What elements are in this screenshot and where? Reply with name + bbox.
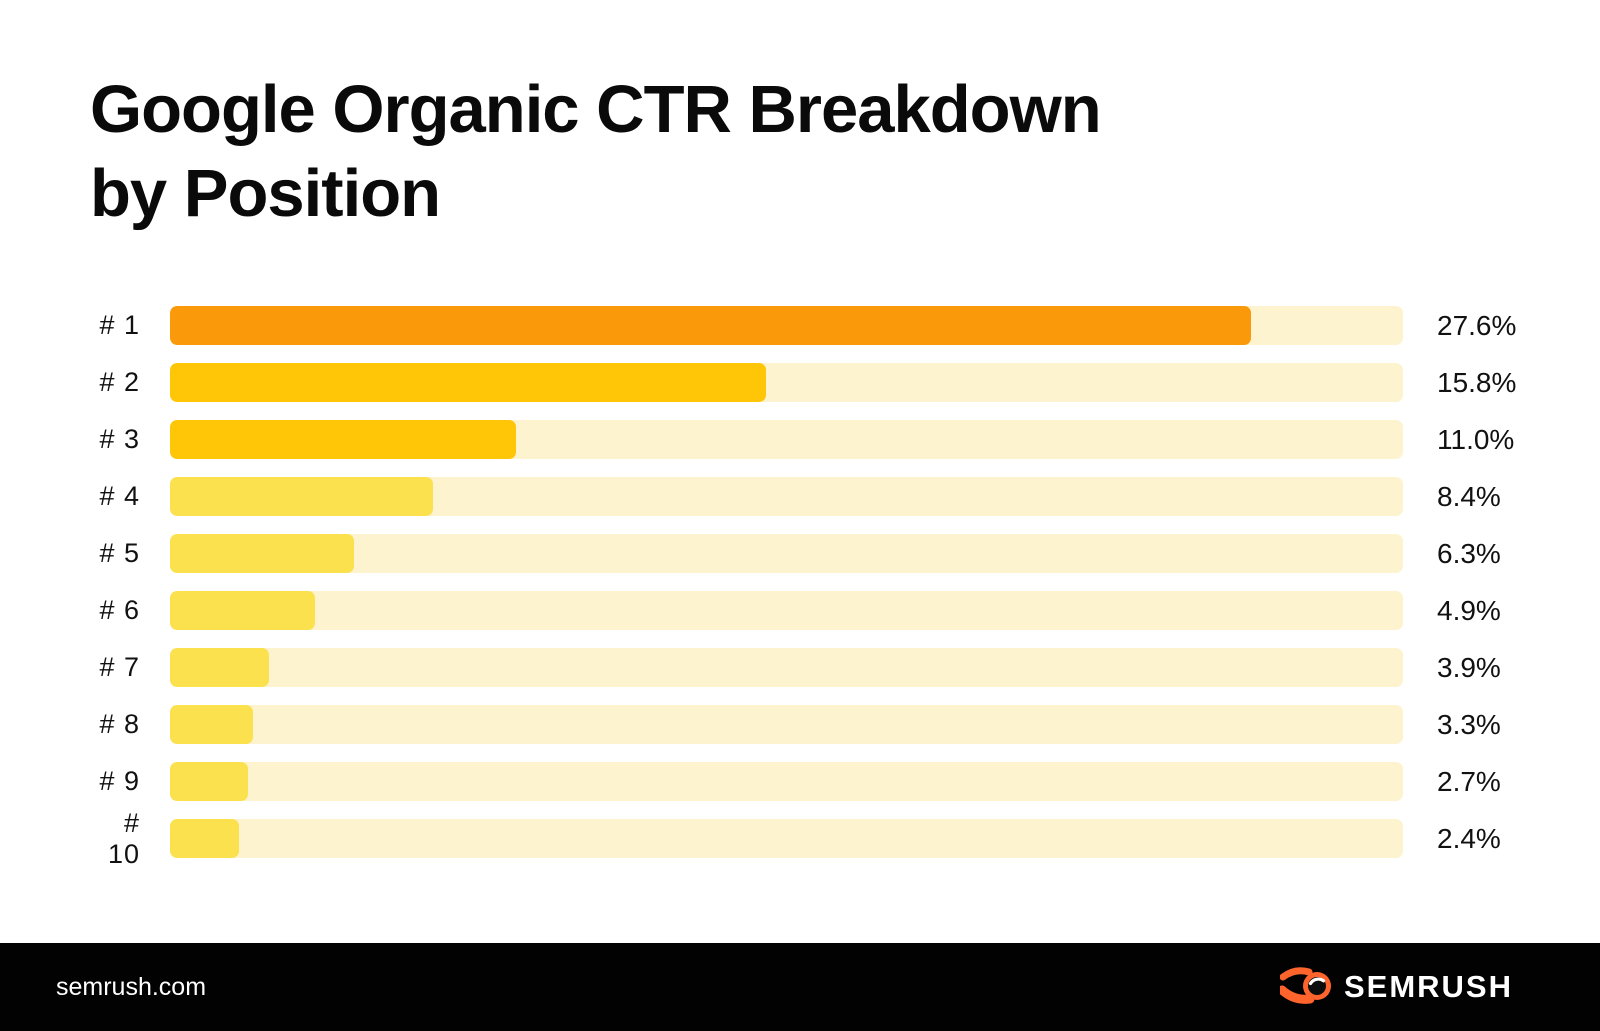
bar-track: [170, 648, 1403, 687]
bar-fill: [170, 534, 354, 573]
bar-track: [170, 591, 1403, 630]
value-label: 2.7%: [1437, 765, 1501, 797]
value-label: 6.3%: [1437, 537, 1501, 569]
bar-row: # 9 2.7%: [85, 762, 1525, 801]
value-label: 11.0%: [1437, 423, 1515, 455]
bar-row: # 1 27.6%: [85, 306, 1525, 345]
bar-fill: [170, 477, 433, 516]
position-label: # 7: [99, 652, 140, 682]
value-label: 4.9%: [1437, 594, 1501, 626]
page-title-line1: Google Organic CTR Breakdown: [90, 72, 1102, 147]
position-label: # 9: [99, 766, 140, 796]
bar-track: [170, 534, 1403, 573]
bar-fill: [170, 648, 269, 687]
bar-row: # 8 3.3%: [85, 705, 1525, 744]
bar-row: # 5 6.3%: [85, 534, 1525, 573]
bar-fill: [170, 363, 766, 402]
bar-track: [170, 363, 1403, 402]
position-label: # 1: [99, 310, 140, 340]
bar-track: [170, 420, 1403, 459]
bar-row: # 3 11.0%: [85, 420, 1525, 459]
bar-row: # 10 2.4%: [85, 808, 1525, 869]
bar-track: [170, 306, 1403, 345]
page-title-line2: by Position: [90, 156, 441, 232]
semrush-wordmark: SEMRUSH: [1343, 969, 1513, 1004]
value-label: 8.4%: [1437, 480, 1501, 512]
position-label: # 8: [99, 709, 140, 739]
semrush-flame-icon: [1279, 967, 1334, 1007]
bar-track: [170, 477, 1403, 516]
website-link[interactable]: semrush.com: [56, 972, 207, 1001]
position-label: # 10: [107, 807, 140, 869]
bar-track: [170, 705, 1403, 744]
position-label: # 3: [99, 424, 140, 454]
bar-row: # 2 15.8%: [85, 363, 1525, 402]
bar-row: # 7 3.9%: [85, 648, 1525, 687]
position-label: # 2: [99, 367, 140, 397]
page-title: Google Organic CTR Breakdown by Position: [90, 68, 1102, 237]
value-label: 2.4%: [1437, 822, 1501, 854]
bar-fill: [170, 819, 240, 858]
bar-row: # 6 4.9%: [85, 591, 1525, 630]
footer-bar: semrush.com SEMRUSH: [0, 943, 1600, 1031]
value-label: 27.6%: [1437, 309, 1517, 341]
bar-track: [170, 762, 1403, 801]
value-label: 3.3%: [1437, 708, 1501, 740]
bar-track: [170, 819, 1403, 858]
value-label: 3.9%: [1437, 651, 1501, 683]
position-label: # 4: [99, 481, 140, 511]
bar-fill: [170, 306, 1252, 345]
bar-row: # 4 8.4%: [85, 477, 1525, 516]
bar-fill: [170, 705, 253, 744]
ctr-bar-chart: # 1 27.6% # 2 15.8% # 3 11.0% # 4 8.4% # 5 6.3% # …: [85, 306, 1525, 876]
value-label: 15.8%: [1437, 366, 1517, 398]
semrush-logo: SEMRUSH: [1279, 967, 1513, 1007]
position-label: # 5: [99, 538, 140, 568]
bar-fill: [170, 762, 248, 801]
bar-fill: [170, 591, 316, 630]
bar-fill: [170, 420, 517, 459]
position-label: # 6: [99, 595, 140, 625]
